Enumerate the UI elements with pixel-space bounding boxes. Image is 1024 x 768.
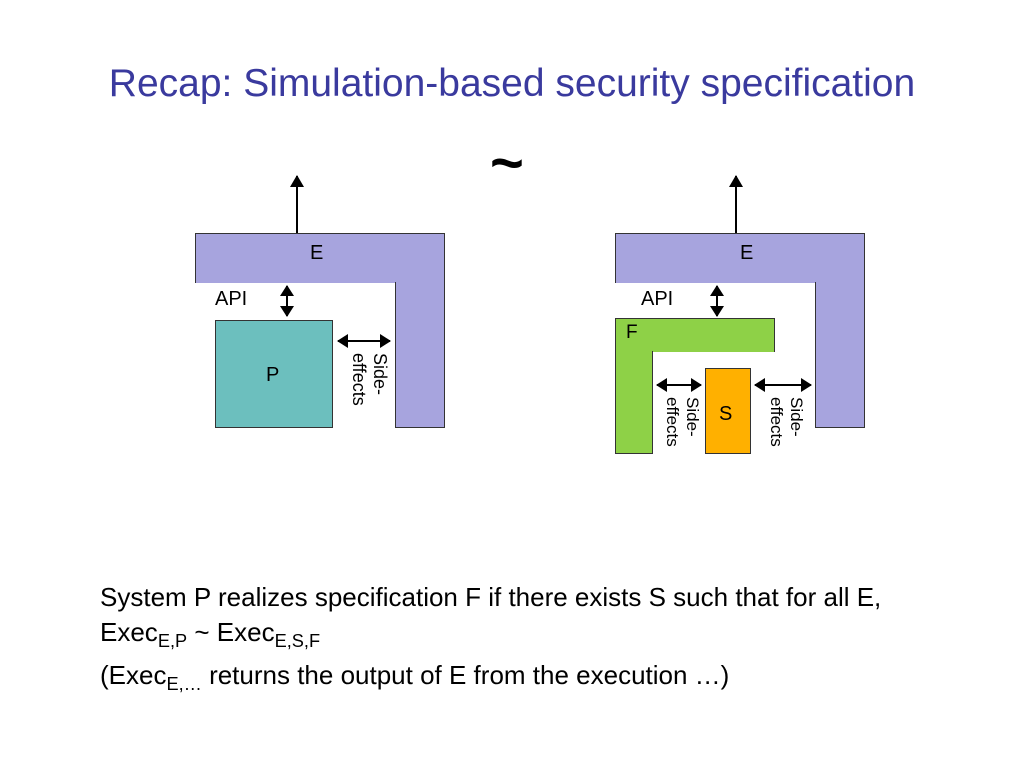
left-E-label: E bbox=[310, 242, 323, 265]
left-sideeffects-arrow bbox=[338, 340, 390, 342]
right-F-top bbox=[615, 318, 775, 352]
body-line2b: returns the output of E from the executi… bbox=[202, 660, 730, 690]
right-E-right-col bbox=[815, 282, 865, 428]
left-sideeffects-label: Side- effects bbox=[348, 353, 390, 406]
exec2-base: Exec bbox=[217, 617, 275, 647]
exec2-sub: E,S,F bbox=[275, 631, 320, 651]
slide-title: Recap: Simulation-based security specifi… bbox=[0, 62, 1024, 106]
exec1-sub: E,P bbox=[158, 631, 187, 651]
left-api-arrow bbox=[286, 286, 288, 316]
body-line2a: (Exec bbox=[100, 660, 166, 690]
body-text-block: System P realizes specification F if the… bbox=[100, 580, 920, 654]
right-E-label: E bbox=[740, 242, 753, 265]
left-E-join bbox=[396, 280, 444, 284]
right-F-label: F bbox=[626, 322, 638, 344]
left-output-arrow bbox=[296, 176, 298, 233]
left-E-right-col bbox=[395, 282, 445, 428]
right-sideeffects-arrow-right bbox=[755, 384, 811, 386]
exec1-base: Exec bbox=[100, 617, 158, 647]
left-P-label: P bbox=[266, 364, 279, 387]
left-api-label: API bbox=[215, 288, 247, 311]
body-tilde: ~ bbox=[194, 617, 216, 647]
right-sideeffects-label-right: Side- effects bbox=[766, 397, 806, 447]
right-E-join bbox=[816, 280, 864, 284]
right-sideeffects-label-left: Side- effects bbox=[662, 397, 702, 447]
right-S-label: S bbox=[719, 403, 732, 426]
diagram-area: E P API Side- effects E F S API Side- ef… bbox=[0, 168, 1024, 488]
right-api-label: API bbox=[641, 288, 673, 311]
right-output-arrow bbox=[735, 176, 737, 233]
body-text-block-2: (ExecE,… returns the output of E from th… bbox=[100, 658, 920, 697]
right-F-join bbox=[616, 349, 652, 353]
body-line2-sub: E,… bbox=[166, 674, 201, 694]
right-api-arrow bbox=[716, 286, 718, 316]
right-sideeffects-arrow-left bbox=[657, 384, 701, 386]
body-line1a: System P realizes specification F if the… bbox=[100, 582, 889, 612]
right-F-left-col bbox=[615, 351, 653, 454]
